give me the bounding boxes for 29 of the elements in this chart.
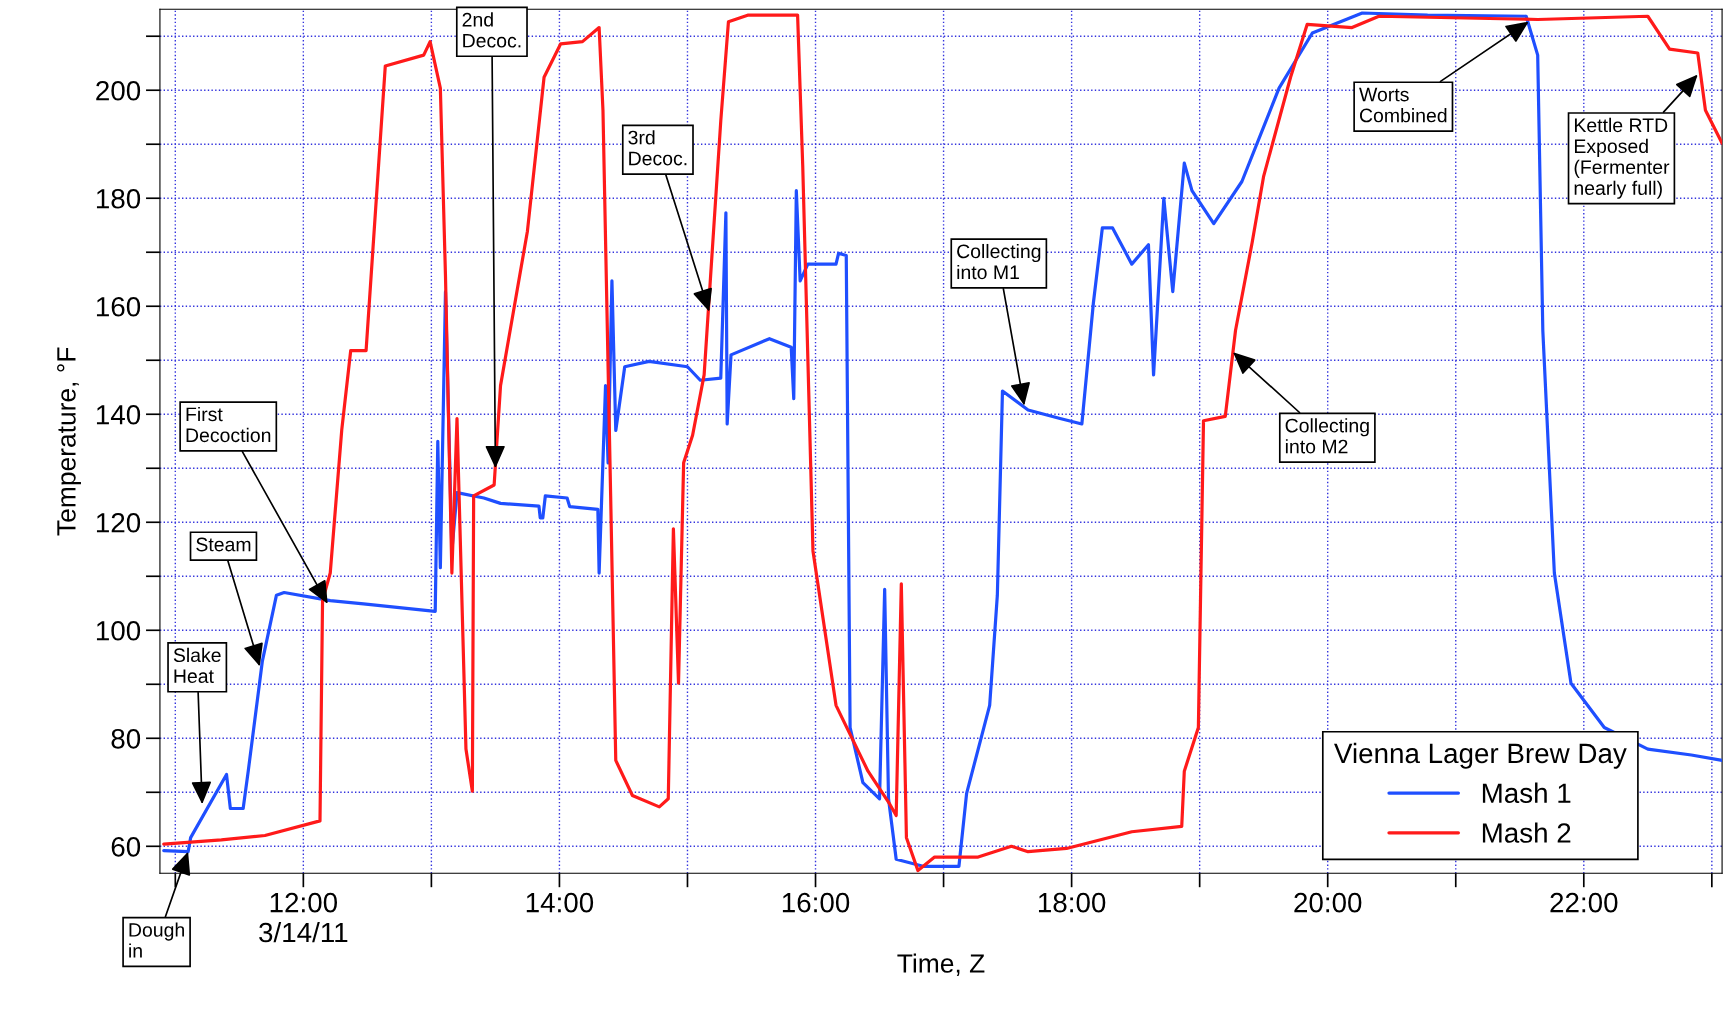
annotation: Dough in bbox=[129, 922, 184, 958]
y-tick-label: 200 bbox=[96, 80, 141, 101]
y-tick-label: 140 bbox=[96, 404, 141, 425]
y-tick-label: 100 bbox=[96, 620, 141, 641]
annotation: Kettle RTD Exposed (Fermenter nearly full) bbox=[1574, 117, 1670, 199]
y-tick-label: 160 bbox=[96, 296, 141, 317]
y-tick-label: 60 bbox=[111, 836, 141, 857]
x-tick-label: 20:00 bbox=[1294, 892, 1362, 913]
annotation: Worts Combined bbox=[1359, 87, 1447, 123]
legend-label: Mash 1 bbox=[1482, 782, 1571, 804]
x-tick-label: 14:00 bbox=[526, 892, 594, 913]
x-tick-label: 16:00 bbox=[782, 892, 850, 913]
y-tick-label: 80 bbox=[111, 728, 141, 749]
annotation: Slake Heat bbox=[173, 647, 221, 684]
legend-label: Mash 2 bbox=[1482, 822, 1571, 843]
annotation: 3rd Decoc. bbox=[628, 130, 687, 166]
x-axis-title: Time, Z bbox=[897, 953, 985, 976]
annotation: Steam bbox=[196, 537, 251, 552]
annotation: Collecting into M1 bbox=[957, 243, 1041, 280]
legend-title: Vienna Lager Brew Day bbox=[1334, 742, 1627, 769]
annotation: First Decoction bbox=[186, 406, 271, 443]
x-tick-label: 12:00 3/14/11 bbox=[259, 892, 348, 943]
x-tick-label: 18:00 bbox=[1038, 892, 1106, 913]
x-tick-label: 22:00 bbox=[1550, 892, 1618, 913]
annotation: Collecting into M2 bbox=[1285, 418, 1369, 454]
annotation: 2nd Decoc. bbox=[462, 12, 521, 48]
y-axis-title: Temperature, °F bbox=[57, 347, 81, 536]
y-tick-label: 120 bbox=[96, 512, 141, 533]
y-tick-label: 180 bbox=[96, 188, 141, 209]
